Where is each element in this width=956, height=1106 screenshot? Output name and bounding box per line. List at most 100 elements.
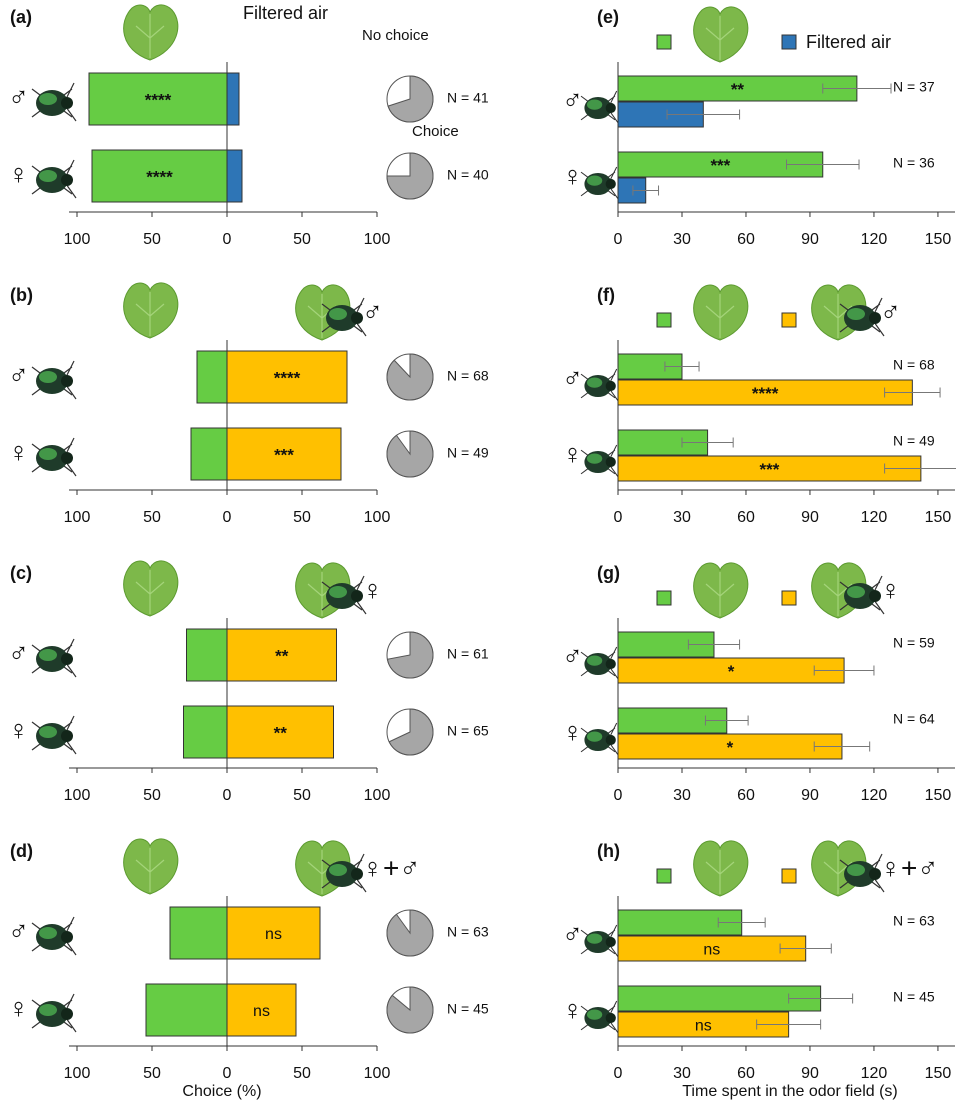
panel-label: (d) xyxy=(10,841,33,861)
beetle-head xyxy=(61,97,73,109)
x-tick-label: 90 xyxy=(801,509,819,526)
x-tick-label: 0 xyxy=(223,787,232,804)
x-tick-label: 0 xyxy=(223,231,232,248)
pie-slice xyxy=(387,910,433,956)
x-tick-label: 30 xyxy=(673,787,691,804)
bar xyxy=(191,428,227,480)
pie-slice xyxy=(387,354,433,400)
beetle-head xyxy=(61,452,73,464)
legend-swatch xyxy=(782,313,796,327)
significance-label: *** xyxy=(710,156,730,175)
x-tick-label: 0 xyxy=(614,787,623,804)
right-label: ♂ xyxy=(362,296,383,327)
right-label: Filtered air xyxy=(243,3,328,23)
n-label: N = 45 xyxy=(447,1001,489,1017)
significance-label: * xyxy=(728,662,735,681)
beetle-shine xyxy=(847,308,865,320)
beetle-head xyxy=(606,103,616,113)
beetle-head xyxy=(606,1013,616,1023)
x-tick-label: 100 xyxy=(364,787,391,804)
beetle-icon xyxy=(581,445,618,477)
leaf-icon xyxy=(694,285,748,340)
x-tick-label: 150 xyxy=(925,787,952,804)
n-label: N = 49 xyxy=(893,433,935,449)
leaf-icon xyxy=(124,561,178,616)
beetle-shine xyxy=(847,864,865,876)
panel-label: (c) xyxy=(10,563,32,583)
x-tick-label: 0 xyxy=(614,231,623,248)
significance-label: **** xyxy=(274,368,301,387)
x-tick-label: 90 xyxy=(801,1065,819,1082)
beetle-icon xyxy=(32,639,76,677)
x-tick-label: 50 xyxy=(143,1065,161,1082)
bar xyxy=(184,706,228,758)
pie-label: Choice xyxy=(412,123,459,140)
x-tick-label: 120 xyxy=(861,231,888,248)
x-tick-label: 100 xyxy=(64,509,91,526)
row-label: ♂ xyxy=(562,918,583,949)
beetle-icon xyxy=(32,160,76,198)
row-label: ♀ xyxy=(562,994,583,1025)
legend-swatch xyxy=(782,869,796,883)
significance-label: ** xyxy=(731,80,745,99)
beetle-head xyxy=(61,653,73,665)
leaf-shape xyxy=(124,5,178,60)
x-tick-label: 0 xyxy=(614,1065,623,1082)
n-label: N = 37 xyxy=(893,79,935,95)
x-axis-label: Choice (%) xyxy=(182,1083,261,1100)
right-label: ♀ xyxy=(362,574,383,605)
n-label: N = 68 xyxy=(447,368,489,384)
pie-slice xyxy=(387,431,433,477)
legend-swatch xyxy=(657,313,671,327)
legend-label: ♀ xyxy=(880,574,901,605)
significance-label: *** xyxy=(760,460,780,479)
beetle-shine xyxy=(587,732,602,742)
legend-label: ♂ xyxy=(880,296,901,327)
beetle-shine xyxy=(39,170,57,182)
x-tick-label: 60 xyxy=(737,231,755,248)
n-label: N = 41 xyxy=(447,90,489,106)
beetle-shine xyxy=(39,927,57,939)
beetle-icon xyxy=(581,91,618,123)
legend-swatch xyxy=(782,591,796,605)
x-tick-label: 60 xyxy=(737,787,755,804)
row-label: ♀ xyxy=(8,992,29,1023)
x-tick-label: 50 xyxy=(143,787,161,804)
beetle-shine xyxy=(39,93,57,105)
beetle-shine xyxy=(39,649,57,661)
legend-swatch xyxy=(657,35,671,49)
significance-label: *** xyxy=(274,445,294,464)
beetle-shine xyxy=(587,454,602,464)
beetle-shine xyxy=(39,448,57,460)
leaf-shape xyxy=(694,7,748,62)
row-label: ♂ xyxy=(562,84,583,115)
beetle-icon xyxy=(581,1001,618,1033)
significance-label: ns xyxy=(695,1018,712,1035)
beetle-shine xyxy=(587,934,602,944)
leaf-icon xyxy=(694,841,748,896)
significance-label: ** xyxy=(274,723,288,742)
x-tick-label: 60 xyxy=(737,1065,755,1082)
x-tick-label: 50 xyxy=(293,787,311,804)
x-tick-label: 50 xyxy=(143,509,161,526)
n-label: N = 61 xyxy=(447,646,489,662)
x-tick-label: 50 xyxy=(293,231,311,248)
beetle-shine xyxy=(39,371,57,383)
beetle-icon xyxy=(581,925,618,957)
significance-label: ns xyxy=(703,942,720,959)
leaf-icon xyxy=(124,5,178,60)
x-tick-label: 100 xyxy=(64,231,91,248)
x-tick-label: 150 xyxy=(925,509,952,526)
x-tick-label: 90 xyxy=(801,231,819,248)
beetle-shine xyxy=(847,586,865,598)
panel-label: (h) xyxy=(597,841,620,861)
beetle-head xyxy=(61,730,73,742)
bar xyxy=(146,984,227,1036)
significance-label: ** xyxy=(275,646,289,665)
x-tick-label: 150 xyxy=(925,231,952,248)
legend-label: Filtered air xyxy=(806,32,891,52)
beetle-head xyxy=(61,1008,73,1020)
beetle-icon xyxy=(32,994,76,1032)
row-label: ♂ xyxy=(8,915,29,946)
row-label: ♀ xyxy=(562,438,583,469)
